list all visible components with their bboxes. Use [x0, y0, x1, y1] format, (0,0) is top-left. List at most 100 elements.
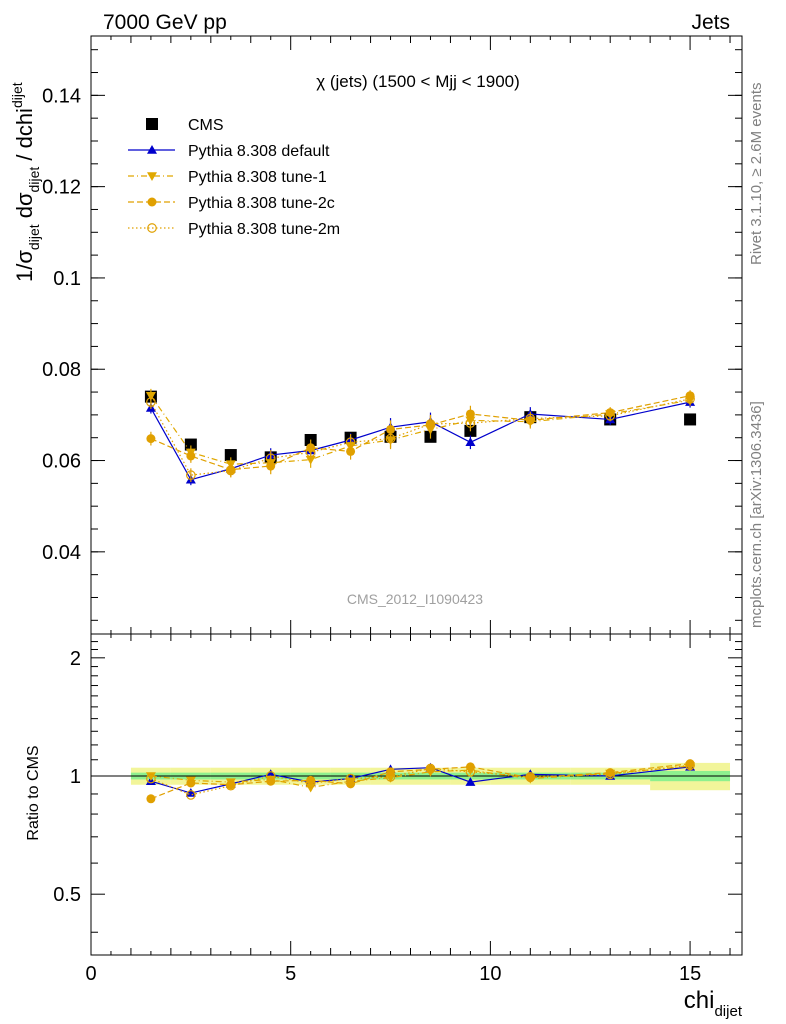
ylabel-sub-b: dijet [26, 167, 42, 193]
data-point [185, 788, 196, 797]
data-point [345, 773, 356, 784]
x-axis: 0 5 10 15 [85, 634, 731, 985]
data-point [684, 413, 697, 426]
data-point [305, 447, 316, 458]
ratio-panel-frame [90, 633, 743, 956]
x-tick-label: 10 [479, 963, 501, 985]
series-line [150, 766, 691, 794]
data-point [345, 437, 356, 448]
rivet-version-label: Rivet 3.1.10, ≥ 2.6M events [748, 83, 765, 266]
legend-marker [147, 145, 157, 154]
data-point [465, 437, 476, 447]
legend-marker [147, 197, 157, 207]
series-line [150, 395, 691, 471]
x-tick-label: 0 [85, 963, 96, 985]
data-point [186, 451, 196, 461]
data-point [146, 773, 156, 784]
data-point [465, 762, 475, 772]
data-point [525, 773, 535, 783]
data-point [685, 394, 695, 404]
y-tick-label: 0.04 [42, 542, 81, 564]
ylabel-part-c: / dchi [12, 108, 37, 167]
ylabel-sub-a: dijet [26, 224, 42, 250]
data-point [465, 409, 475, 419]
data-point [425, 763, 436, 774]
data-point [265, 771, 276, 781]
legend-label: Pythia 8.308 default [188, 143, 330, 160]
main-y-axis: 0.04 0.06 0.08 0.1 0.12 0.14 [42, 49, 742, 621]
header-energy-label: 7000 GeV pp [103, 11, 227, 34]
data-point [385, 772, 396, 782]
data-point [185, 470, 196, 480]
data-point [185, 790, 196, 800]
plot-title: χ (jets) (1500 < Mjj < 1900) [316, 72, 520, 91]
data-point [525, 413, 536, 424]
analysis-watermark: CMS_2012_I1090423 [347, 591, 483, 607]
ylabel-part-a: 1/σ [12, 250, 37, 282]
series-line [150, 765, 691, 789]
series-line [150, 398, 691, 476]
data-point [465, 418, 476, 428]
legend-label: Pythia 8.308 tune-2c [188, 195, 335, 212]
ylabel-sub-c: dijet [9, 82, 25, 108]
y-tick-label: 1 [70, 766, 81, 788]
data-point [225, 465, 236, 476]
ratio-panel: 0.5 1 2 0 5 10 15 Ratio to CMS chidijet [25, 633, 743, 1020]
series-line [150, 395, 691, 465]
main-x-axis-ticks [90, 36, 731, 634]
legend-marker [147, 172, 157, 181]
y-tick-label: 0.06 [42, 451, 81, 473]
y-tick-label: 0.12 [42, 177, 81, 199]
ratio-y-axis-label: Ratio to CMS [25, 745, 42, 840]
x-axis-label: chidijet [684, 987, 743, 1020]
series-line [150, 401, 691, 481]
header-process-label: Jets [691, 11, 730, 34]
legend-label: CMS [188, 117, 224, 134]
legend-label: Pythia 8.308 tune-1 [188, 169, 327, 186]
data-point [186, 778, 196, 788]
data-point [605, 769, 616, 780]
xlabel-main: chi [684, 987, 715, 1014]
y-tick-label: 0.5 [53, 884, 81, 906]
main-series-layer [144, 388, 697, 486]
y-tick-label: 0.08 [42, 359, 81, 381]
data-point [266, 776, 276, 786]
mcplots-label: mcplots.cern.ch [arXiv:1306.3436] [748, 401, 765, 628]
data-point [425, 764, 435, 774]
y-tick-label: 0.14 [42, 85, 81, 107]
y-tick-label: 2 [70, 648, 81, 670]
data-point [346, 446, 356, 456]
data-point [146, 434, 156, 444]
data-point [225, 780, 236, 791]
data-point [525, 772, 536, 782]
data-point [605, 410, 616, 421]
main-panel: χ (jets) (1500 < Mjj < 1900) CMS_2012_I1… [9, 35, 743, 635]
data-point [465, 766, 476, 777]
ratio-series-layer [145, 759, 696, 804]
legend-marker [146, 118, 158, 130]
data-point [265, 453, 276, 464]
data-point [386, 767, 396, 777]
ratio-y-axis: 0.5 1 2 [53, 641, 742, 933]
x-tick-label: 15 [679, 963, 701, 985]
data-point [224, 449, 237, 462]
legend: CMS Pythia 8.308 default Pythia 8.308 tune… [128, 117, 340, 238]
data-point [425, 419, 436, 429]
data-point [685, 760, 695, 771]
main-y-axis-label: 1/σdijet dσdijet / dchidijet [9, 82, 42, 282]
x-tick-label: 5 [285, 963, 296, 985]
y-tick-label: 0.1 [53, 268, 81, 290]
data-point [305, 778, 316, 789]
ylabel-part-b: dσ [12, 192, 37, 224]
legend-marker [147, 223, 157, 233]
legend-label: Pythia 8.308 tune-2m [188, 221, 340, 238]
data-point [146, 794, 156, 804]
data-point [465, 777, 476, 786]
data-point [146, 397, 156, 407]
series-line [150, 764, 691, 796]
data-point [385, 433, 396, 444]
data-point [184, 438, 197, 451]
xlabel-sub: dijet [714, 1003, 742, 1020]
data-point [346, 779, 356, 789]
